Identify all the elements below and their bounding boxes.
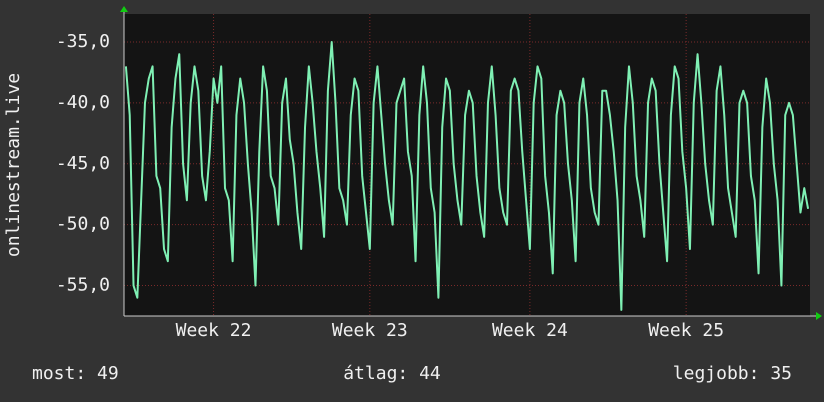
y-tick-label: -40,0 <box>56 92 110 113</box>
x-tick-label: Week 22 <box>176 320 252 341</box>
y-tick-label: -55,0 <box>56 275 110 296</box>
y-tick-label: -45,0 <box>56 153 110 174</box>
y-tick-label: -50,0 <box>56 214 110 235</box>
plot-area <box>124 14 810 316</box>
y-tick-label: -35,0 <box>56 31 110 52</box>
x-tick-label: Week 24 <box>492 320 568 341</box>
stat-average: átlag: 44 <box>343 363 441 384</box>
x-tick-label: Week 23 <box>332 320 408 341</box>
data-line <box>124 41 810 311</box>
y-axis-label: onlinestream.live <box>3 73 24 257</box>
x-arrow <box>816 312 822 320</box>
x-tick-label: Week 25 <box>648 320 724 341</box>
stat-current: most: 49 <box>32 363 119 384</box>
y-arrow <box>120 6 128 12</box>
stat-best: legjobb: 35 <box>673 363 792 384</box>
